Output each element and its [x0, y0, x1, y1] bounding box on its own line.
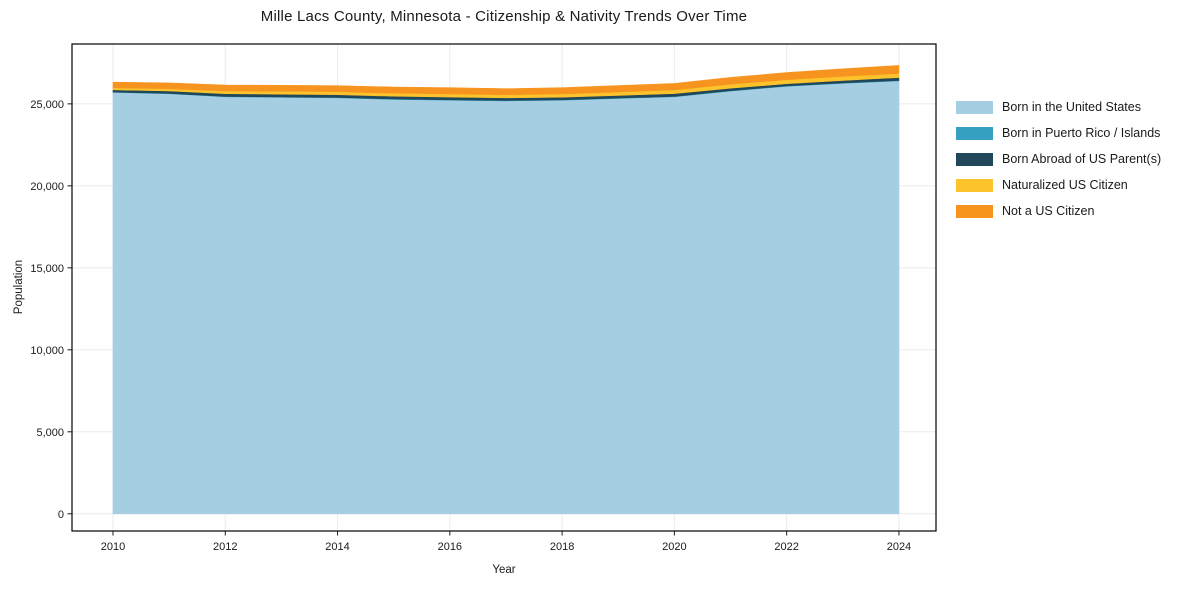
legend-swatch-icon — [956, 126, 993, 140]
legend-label: Born Abroad of US Parent(s) — [1002, 152, 1162, 166]
legend: Born in the United States Born in Puerto … — [956, 100, 1161, 230]
x-tick-label: 2010 — [101, 541, 125, 553]
legend-item-born-in-the-united-states: Born in the United States — [956, 100, 1161, 114]
x-tick-label: 2012 — [213, 541, 237, 553]
x-axis-label: Year — [492, 564, 516, 576]
legend-item-naturalized-us-citizen: Naturalized US Citizen — [956, 178, 1161, 192]
x-tick-label: 2018 — [550, 541, 574, 553]
y-tick-label: 0 — [58, 509, 64, 521]
chart-title: Mille Lacs County, Minnesota - Citizensh… — [260, 8, 748, 25]
x-tick-label: 2014 — [325, 541, 349, 553]
y-tick-label: 25,000 — [30, 99, 64, 111]
y-tick-label: 10,000 — [30, 345, 64, 357]
legend-item-born-in-puerto-rico-islands: Born in Puerto Rico / Islands — [956, 126, 1161, 140]
legend-item-not-a-us-citizen: Not a US Citizen — [956, 204, 1161, 218]
x-tick-label: 2024 — [887, 541, 911, 553]
area-not-a-us-citizen — [112, 65, 900, 96]
legend-label: Naturalized US Citizen — [1002, 178, 1128, 192]
legend-swatch-icon — [956, 100, 993, 114]
legend-swatch-icon — [956, 152, 993, 166]
legend-item-born-abroad-of-us-parent-s: Born Abroad of US Parent(s) — [956, 152, 1161, 166]
y-tick-label: 15,000 — [30, 263, 64, 275]
legend-swatch-icon — [956, 204, 993, 218]
y-tick-label: 5,000 — [36, 427, 64, 439]
x-tick-label: 2020 — [662, 541, 686, 553]
legend-label: Not a US Citizen — [1002, 204, 1095, 218]
x-tick-label: 2016 — [438, 541, 462, 553]
legend-label: Born in the United States — [1002, 100, 1141, 114]
plot-frame — [71, 43, 937, 532]
legend-label: Born in Puerto Rico / Islands — [1002, 126, 1161, 140]
area-born-in-the-united-states — [112, 80, 900, 515]
legend-swatch-icon — [956, 178, 993, 192]
y-axis-label: Population — [13, 259, 25, 315]
y-tick-label: 20,000 — [30, 181, 64, 193]
x-tick-label: 2022 — [774, 541, 798, 553]
